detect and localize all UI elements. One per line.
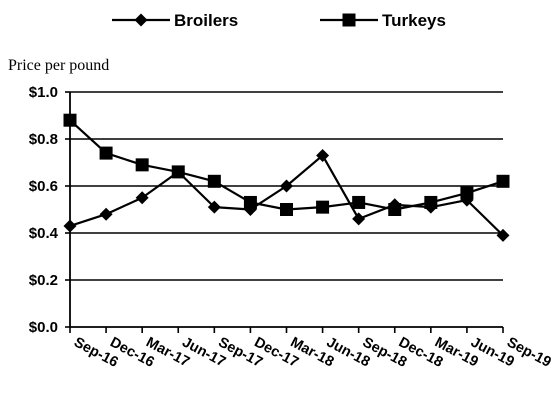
- turkeys-point: [460, 186, 474, 200]
- legend: Broilers Turkeys: [112, 11, 446, 30]
- y-tick-label: $0.4: [29, 225, 59, 242]
- turkeys-point: [388, 203, 402, 216]
- legend-item-broilers: Broilers: [112, 11, 238, 30]
- turkeys-point: [496, 174, 510, 188]
- y-tick-label: $0.6: [29, 178, 58, 195]
- broilers-point: [316, 148, 330, 162]
- turkeys-point: [99, 146, 113, 160]
- legend-diamond-marker: [134, 13, 148, 27]
- legend-label-turkeys: Turkeys: [382, 11, 446, 30]
- y-tick-label: $0.2: [29, 272, 58, 289]
- turkeys-point: [424, 195, 438, 209]
- broilers-point: [280, 179, 293, 193]
- broilers-point: [63, 219, 77, 233]
- turkeys-point: [352, 195, 366, 209]
- turkeys-point: [135, 158, 149, 172]
- y-axis-ticks: $0.0 $0.2 $0.4 $0.6 $0.8 $1.0: [29, 84, 70, 336]
- turkeys-line: [69, 119, 504, 211]
- y-axis-label: Price per pound: [8, 57, 109, 74]
- series-broilers: [63, 148, 510, 242]
- legend-label-broilers: Broilers: [174, 11, 238, 30]
- y-tick-label: $0.0: [29, 319, 58, 336]
- turkeys-point: [63, 113, 77, 127]
- broilers-point: [352, 212, 366, 226]
- turkeys-point: [280, 203, 293, 216]
- turkeys-point: [316, 200, 330, 214]
- y-tick-label: $1.0: [29, 84, 58, 101]
- legend-item-turkeys: Turkeys: [320, 11, 446, 30]
- broilers-point: [99, 207, 113, 221]
- broilers-point: [496, 228, 510, 242]
- broilers-point: [135, 191, 149, 205]
- x-axis-ticks: Sep-16Dec-16Mar-17Jun-17Sep-17Dec-17Mar-…: [69, 327, 554, 371]
- turkeys-point: [171, 165, 185, 179]
- y-tick-label: $0.8: [29, 131, 58, 148]
- series-turkeys: [63, 113, 510, 216]
- broilers-point: [207, 200, 221, 214]
- turkeys-point: [207, 174, 221, 188]
- series-group: [63, 113, 510, 242]
- legend-square-marker: [342, 13, 356, 27]
- broilers-line: [69, 154, 504, 237]
- turkeys-point: [243, 195, 257, 209]
